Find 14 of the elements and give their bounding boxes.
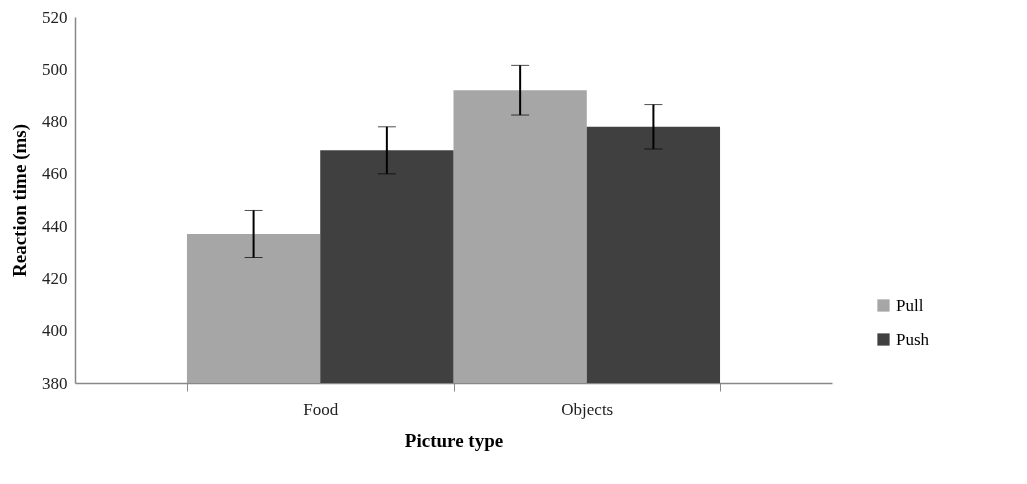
y-tick-label: 460 [42, 164, 68, 184]
y-tick-label: 520 [42, 7, 68, 27]
y-axis-title: Reaction time (ms) [9, 123, 31, 278]
x-axis-title: Picture type [404, 429, 504, 451]
legend-label: Pull [896, 295, 924, 315]
y-tick-label: 500 [42, 59, 68, 79]
y-tick-label: 400 [42, 321, 68, 341]
legend-label: Push [896, 329, 930, 349]
y-tick-label: 480 [42, 112, 68, 132]
x-tick-label: Objects [561, 399, 614, 419]
y-tick-label: 440 [42, 216, 68, 236]
x-tick-label: Food [303, 399, 339, 419]
y-tick-label: 380 [42, 373, 68, 393]
y-tick-label: 420 [42, 268, 68, 288]
